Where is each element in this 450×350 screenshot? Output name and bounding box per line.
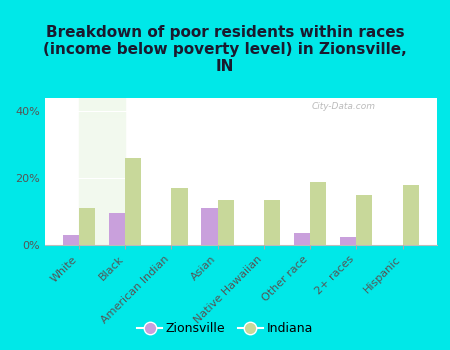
Bar: [125, 158, 141, 245]
Bar: [79, 0, 125, 51]
Bar: [202, 208, 218, 245]
Bar: [310, 182, 326, 245]
Bar: [171, 188, 188, 245]
Bar: [340, 237, 356, 245]
Text: City-Data.com: City-Data.com: [311, 103, 375, 111]
Bar: [79, 51, 125, 116]
Text: Breakdown of poor residents within races
(income below poverty level) in Zionsvi: Breakdown of poor residents within races…: [43, 25, 407, 74]
Bar: [218, 200, 234, 245]
Bar: [63, 235, 79, 245]
Bar: [79, 180, 125, 245]
Bar: [294, 233, 310, 245]
Bar: [403, 185, 418, 245]
Bar: [264, 200, 280, 245]
Legend: Zionsville, Indiana: Zionsville, Indiana: [132, 317, 318, 340]
Bar: [109, 213, 125, 245]
Bar: [79, 116, 125, 180]
Bar: [356, 195, 373, 245]
Bar: [79, 208, 95, 245]
